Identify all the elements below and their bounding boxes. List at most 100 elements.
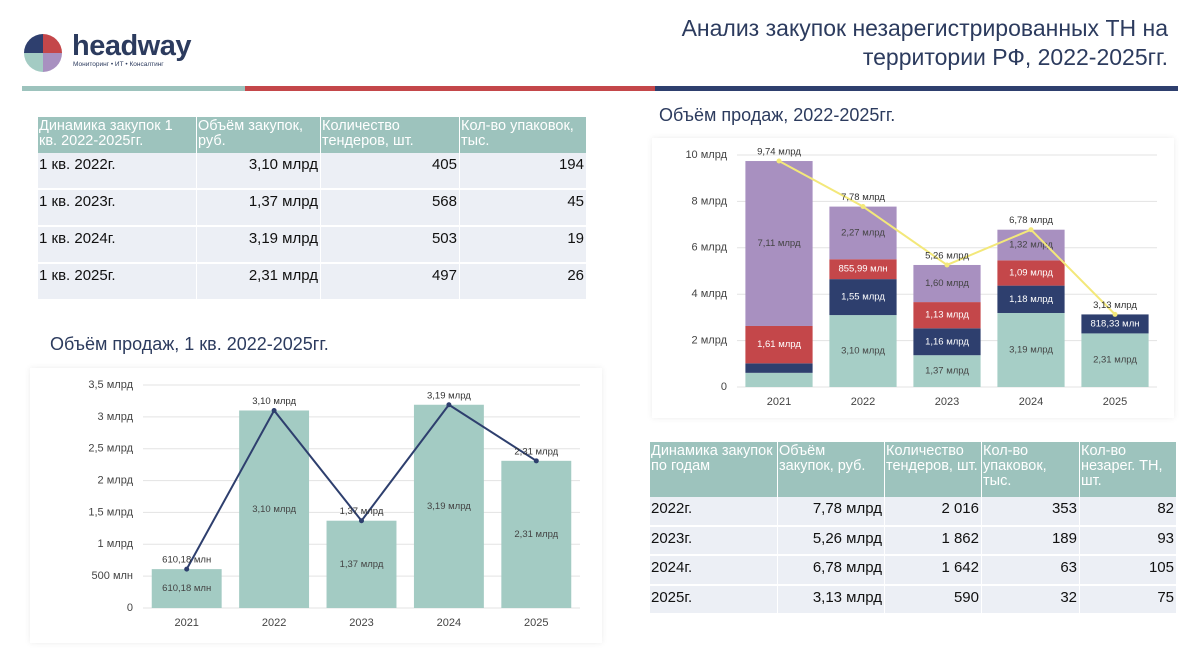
y-tick-label: 2,5 млрд <box>88 443 133 455</box>
table-cell: 19 <box>460 227 587 262</box>
bar-label: 1,60 млрд <box>925 278 969 289</box>
bar <box>913 355 981 387</box>
table-cell: 2 016 <box>885 497 982 525</box>
bar <box>829 315 897 387</box>
bar <box>239 410 310 608</box>
x-tick-label: 2021 <box>767 396 791 408</box>
table-cell: 2024г. <box>650 556 778 584</box>
table-cell: 1 642 <box>885 556 982 584</box>
y-tick-label: 1 млрд <box>98 538 134 550</box>
table-cell: 5,26 млрд <box>778 526 885 554</box>
y-tick-label: 500 млн <box>92 570 133 582</box>
bar <box>501 460 572 608</box>
table-cell: 93 <box>1080 526 1177 554</box>
table-cell: 3,10 млрд <box>197 153 321 188</box>
table-cell: 2023г. <box>650 526 778 554</box>
bar <box>829 206 897 260</box>
table-header-cell: Динамика закупок по годам <box>650 442 778 497</box>
bar-label: 1,61 млрд <box>757 339 801 350</box>
chart-title: Объём продаж, 1 кв. 2022-2025гг. <box>50 334 329 354</box>
bar <box>1081 314 1149 334</box>
bar-label: 2,31 млрд <box>1093 355 1137 366</box>
x-tick-label: 2022 <box>851 396 875 408</box>
table-cell: 1 кв. 2023г. <box>38 190 197 225</box>
table-cell: 568 <box>321 190 460 225</box>
table-cell: 590 <box>885 585 982 613</box>
table-cell: 1 кв. 2024г. <box>38 227 197 262</box>
table-cell: 503 <box>321 227 460 262</box>
table-cell: 1 862 <box>885 526 982 554</box>
bar <box>151 569 222 608</box>
table-cell: 105 <box>1080 556 1177 584</box>
logo-quadrant <box>43 53 62 72</box>
line-label: 9,74 млрд <box>757 147 801 158</box>
bar <box>745 363 813 373</box>
table-cell: 194 <box>460 153 587 188</box>
table-header-cell: Объём закупок, руб. <box>197 117 321 153</box>
table-cell: 45 <box>460 190 587 225</box>
bar-label: 855,99 млн <box>838 264 887 275</box>
line-label: 1,37 млрд <box>340 506 384 517</box>
x-tick-label: 2023 <box>935 396 959 408</box>
bar-label: 818,33 млн <box>1090 318 1139 329</box>
bar <box>745 325 813 364</box>
bar <box>829 279 897 316</box>
slide-title: Анализ закупок незарегистрированных ТН н… <box>681 15 1168 70</box>
table-cell: 1 кв. 2025г. <box>38 264 197 299</box>
bar-label: 1,16 млрд <box>925 336 969 347</box>
table-cell: 63 <box>982 556 1080 584</box>
bar-label: 1,18 млрд <box>1009 294 1053 305</box>
line-point <box>533 458 539 464</box>
table-cell: 405 <box>321 153 460 188</box>
line-point <box>271 407 277 413</box>
table-cell: 82 <box>1080 497 1177 525</box>
y-tick-label: 10 млрд <box>685 149 727 161</box>
x-tick-label: 2023 <box>349 617 373 629</box>
line-point <box>860 204 866 210</box>
line-point <box>184 566 190 572</box>
y-tick-label: 1,5 млрд <box>88 506 133 518</box>
x-tick-label: 2021 <box>174 617 198 629</box>
bar <box>997 260 1065 286</box>
bar-label: 1,09 млрд <box>1009 267 1053 278</box>
y-tick-label: 4 млрд <box>692 288 728 300</box>
logo-text: headway <box>72 30 192 62</box>
logo-mark <box>24 34 62 72</box>
table-cell: 189 <box>982 526 1080 554</box>
bar-label: 1,37 млрд <box>925 366 969 377</box>
table-header-cell: Кол-во упаковок, тыс. <box>460 117 587 153</box>
bar-label: 1,55 млрд <box>841 292 885 303</box>
bar <box>913 328 981 356</box>
table-cell: 2025г. <box>650 585 778 613</box>
line-label: 3,13 млрд <box>1093 300 1137 311</box>
bar <box>1081 333 1149 387</box>
table-header-cell: Объём закупок, руб. <box>778 442 885 497</box>
y-tick-label: 3 млрд <box>98 411 134 423</box>
table-cell: 2,31 млрд <box>197 264 321 299</box>
line-point <box>359 518 364 524</box>
line-point <box>1028 227 1034 233</box>
table-cell: 3,13 млрд <box>778 585 885 613</box>
line-label: 610,18 млн <box>162 555 211 566</box>
bar-label: 2,31 млрд <box>514 529 558 540</box>
table-cell: 1,37 млрд <box>197 190 321 225</box>
bar-label: 3,10 млрд <box>252 504 296 515</box>
x-tick-label: 2024 <box>437 617 461 629</box>
y-tick-label: 2 млрд <box>98 474 134 486</box>
line-label: 7,78 млрд <box>841 192 885 203</box>
y-tick-label: 8 млрд <box>692 195 728 207</box>
table-cell: 353 <box>982 497 1080 525</box>
table-cell: 7,78 млрд <box>778 497 885 525</box>
y-tick-label: 2 млрд <box>692 335 728 347</box>
bar <box>913 264 981 303</box>
table-cell: 3,19 млрд <box>197 227 321 262</box>
table-header-cell: Динамика закупок 1 кв. 2022-2025гг. <box>38 117 197 153</box>
logo-quadrant <box>24 53 43 72</box>
x-tick-label: 2024 <box>1019 396 1043 408</box>
bar-label: 610,18 млн <box>162 583 211 594</box>
logo-quadrant <box>43 34 62 53</box>
table-header-cell: Кол-во упаковок, тыс. <box>982 442 1080 497</box>
line-point <box>776 158 782 164</box>
